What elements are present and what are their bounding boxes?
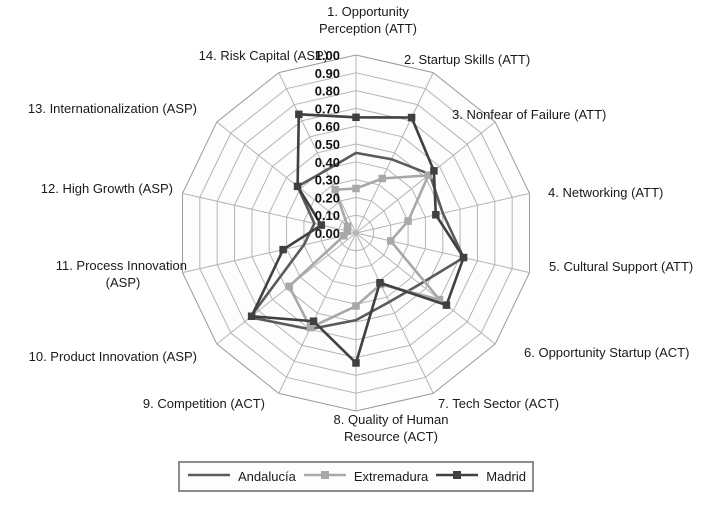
axis-label: 4. Networking (ATT) bbox=[548, 185, 663, 200]
axis-label: 7. Tech Sector (ACT) bbox=[438, 396, 559, 411]
series-marker-extremadura bbox=[343, 227, 352, 235]
series-marker-madrid bbox=[309, 317, 318, 325]
series-marker-madrid bbox=[352, 359, 360, 367]
axis-label: 14. Risk Capital (ASP) bbox=[199, 48, 328, 63]
tick-label: 0.60 bbox=[315, 119, 340, 134]
series-marker-madrid bbox=[459, 253, 468, 262]
axis-label: Perception (ATT) bbox=[319, 21, 417, 36]
series-marker-extremadura bbox=[331, 185, 339, 194]
series-marker-extremadura bbox=[306, 323, 315, 332]
series-marker-extremadura bbox=[340, 232, 348, 240]
legend-label-andalucia: Andalucía bbox=[238, 469, 296, 484]
series-marker-madrid bbox=[247, 312, 256, 320]
legend-label-extremadura: Extremadura bbox=[353, 469, 429, 484]
series-marker-madrid bbox=[376, 278, 384, 287]
axis-label: 10. Product Innovation (ASP) bbox=[29, 349, 197, 364]
tick-label: 0.00 bbox=[315, 226, 340, 241]
grid-spoke bbox=[278, 72, 357, 234]
legend-sample-andalucia bbox=[186, 469, 232, 484]
legend-sample-extremadura bbox=[302, 469, 348, 484]
axis-label: 12. High Growth (ASP) bbox=[41, 181, 173, 196]
axis-label: 1. Opportunity bbox=[327, 4, 409, 19]
series-marker-extremadura bbox=[378, 174, 387, 183]
tick-label: 1.00 bbox=[315, 48, 340, 63]
legend-item-extremadura: Extremadura bbox=[302, 469, 428, 484]
series-marker-madrid bbox=[432, 211, 440, 219]
tick-label: 0.50 bbox=[315, 137, 340, 152]
axis-label: 8. Quality of Human bbox=[334, 412, 449, 427]
tick-label: 0.40 bbox=[315, 155, 340, 170]
series-marker-madrid bbox=[430, 167, 438, 175]
tick-label: 0.30 bbox=[315, 173, 340, 188]
grid-spoke bbox=[216, 121, 357, 234]
series-marker-extremadura bbox=[435, 295, 444, 304]
axis-label: 2. Startup Skills (ATT) bbox=[404, 52, 530, 67]
series-marker-extremadura bbox=[343, 222, 352, 231]
axis-label: 5. Cultural Support (ATT) bbox=[549, 259, 693, 274]
series-marker-extremadura bbox=[352, 302, 360, 310]
series-marker-madrid bbox=[317, 221, 326, 229]
series-marker-extremadura bbox=[424, 171, 433, 180]
tick-label: 0.10 bbox=[315, 208, 340, 223]
legend-item-madrid: Madrid bbox=[434, 469, 526, 484]
series-marker-madrid bbox=[442, 301, 451, 309]
series-marker-madrid bbox=[279, 245, 287, 254]
grid-spoke bbox=[355, 72, 434, 234]
axis-label: 13. Internationalization (ASP) bbox=[28, 101, 197, 116]
tick-label: 0.90 bbox=[315, 66, 340, 81]
axis-label: 11. Process Innovation bbox=[56, 258, 187, 273]
series-marker-extremadura bbox=[404, 217, 412, 225]
grid-spoke bbox=[182, 192, 357, 234]
series-marker-madrid bbox=[293, 182, 302, 191]
tick-label: 0.20 bbox=[315, 190, 340, 205]
axis-label: Resource (ACT) bbox=[344, 429, 438, 444]
grid-spoke bbox=[355, 232, 530, 274]
series-marker-madrid bbox=[295, 110, 303, 119]
axis-label: 3. Nonfear of Failure (ATT) bbox=[452, 107, 606, 122]
series-marker-extremadura bbox=[352, 184, 360, 193]
axis-label: 9. Competition (ACT) bbox=[143, 396, 265, 411]
series-marker-extremadura bbox=[386, 237, 395, 245]
legend-sample-line bbox=[303, 471, 346, 479]
grid-spoke bbox=[355, 232, 496, 345]
series-marker-madrid bbox=[407, 113, 416, 122]
grid-spoke bbox=[182, 232, 357, 274]
axis-label: (ASP) bbox=[106, 275, 141, 290]
legend-item-andalucia: Andalucía bbox=[186, 469, 296, 484]
grid-spoke bbox=[355, 232, 434, 394]
tick-label: 0.80 bbox=[315, 84, 340, 99]
tick-label: 0.70 bbox=[315, 101, 340, 116]
series-marker-madrid bbox=[352, 113, 360, 122]
legend-label-madrid: Madrid bbox=[486, 469, 526, 484]
legend-sample-madrid bbox=[434, 469, 480, 484]
legend: Andalucía Extremadura Madrid bbox=[178, 461, 534, 492]
axis-label: 6. Opportunity Startup (ACT) bbox=[524, 345, 689, 360]
legend-sample-line bbox=[436, 471, 479, 479]
series-marker-extremadura bbox=[285, 282, 293, 291]
grid-spoke bbox=[278, 232, 357, 394]
legend-sample-line bbox=[188, 473, 230, 477]
